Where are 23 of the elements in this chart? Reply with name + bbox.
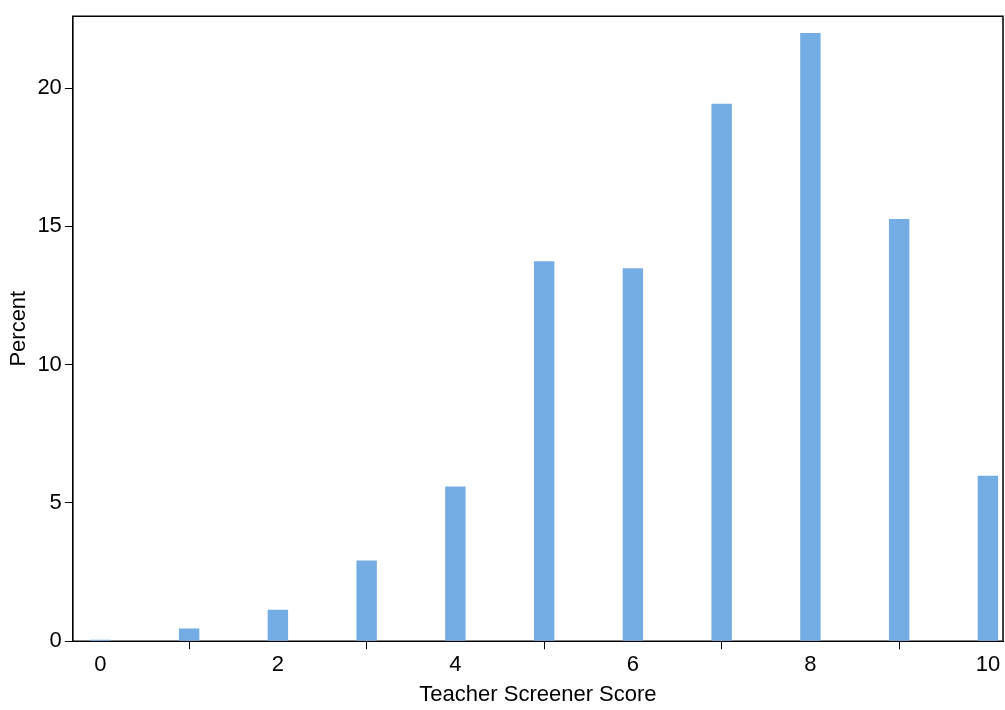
y-tick-label: 15 — [37, 212, 62, 238]
bar — [711, 103, 732, 641]
x-tick-label: 2 — [271, 651, 285, 677]
x-tick-label: 6 — [626, 651, 640, 677]
x-axis-title: Teacher Screener Score — [419, 680, 657, 706]
bar — [267, 609, 289, 641]
bar — [977, 475, 999, 641]
x-tick-label: 4 — [449, 651, 462, 677]
bar — [533, 261, 555, 641]
x-tick-label: 10 — [975, 651, 1001, 677]
y-tick-label: 0 — [49, 627, 62, 653]
y-tick-label: 20 — [37, 74, 62, 100]
bar — [888, 218, 910, 641]
bar — [178, 628, 200, 641]
bar — [356, 560, 377, 641]
y-tick-label: 5 — [49, 488, 62, 514]
bar — [622, 268, 644, 641]
y-tick-label: 10 — [37, 350, 62, 376]
x-tick-label: 8 — [804, 651, 817, 677]
x-tick-label: 0 — [94, 651, 107, 677]
y-axis-title: Percent — [5, 290, 31, 367]
bar — [445, 486, 466, 641]
bar — [800, 33, 821, 641]
